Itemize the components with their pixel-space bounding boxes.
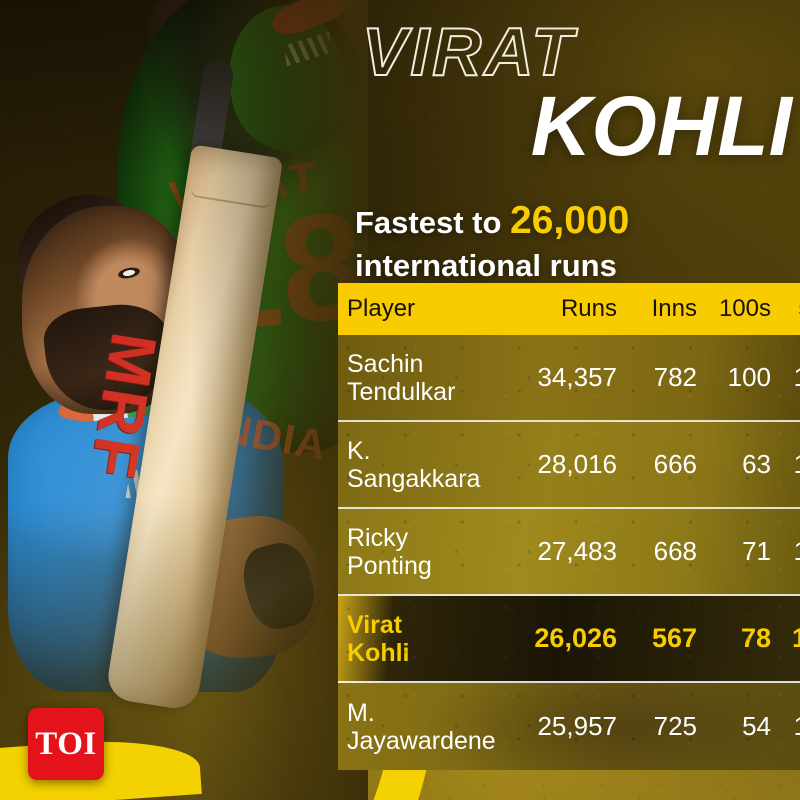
player-name-line2: Jayawardene: [347, 726, 496, 755]
cell-inns: 668: [653, 536, 697, 566]
cell-hundreds: 100: [727, 362, 771, 392]
cell-inns: 782: [653, 362, 697, 392]
player-name-line1: M.: [347, 698, 375, 727]
player-name-line1: Virat: [347, 610, 403, 639]
headline-last-name: KOHLI: [530, 79, 792, 174]
subtitle-suffix: international runs: [355, 247, 617, 283]
table-row: K. Sangakkara 28,016 666 63 153: [338, 422, 800, 509]
column-header-50s: 50s: [771, 295, 800, 323]
column-header-100s: 100s: [718, 295, 771, 322]
cell-hundreds: 54: [742, 711, 771, 741]
cell-runs: 26,026: [534, 623, 617, 653]
cell-runs: 25,957: [537, 711, 617, 741]
cell-player: Virat Kohli: [347, 611, 509, 667]
cell-hundreds: 71: [742, 536, 771, 566]
cell-player: Ricky Ponting: [347, 524, 509, 580]
player-name-line2: Tendulkar: [347, 377, 456, 406]
player-name-line2: Kohli: [347, 638, 410, 667]
table-row: M. Jayawardene 25,957 725 54 136: [338, 683, 800, 770]
stats-table: Player Runs Inns 100s 50s Sachin Tendulk…: [338, 283, 800, 770]
cell-player: Sachin Tendulkar: [347, 350, 509, 406]
cell-inns: 725: [653, 711, 697, 741]
cell-hundreds: 78: [740, 623, 771, 653]
cell-fifties: 136: [771, 711, 800, 742]
cell-fifties: 146: [771, 536, 800, 567]
player-name-line2: Ponting: [347, 551, 432, 580]
toi-logo[interactable]: TOI: [28, 708, 104, 780]
player-name-line2: Sangakkara: [347, 464, 481, 493]
player-name-line1: K.: [347, 436, 371, 465]
table-row: Ricky Ponting 27,483 668 71 146: [338, 509, 800, 596]
cell-inns: 567: [651, 623, 697, 653]
headline-block: VIRAT KOHLI: [361, 14, 792, 174]
table-row-highlighted: Virat Kohli 26,026 567 78 134: [338, 596, 800, 683]
column-header-runs: Runs: [560, 295, 617, 322]
player-name-line1: Sachin: [347, 349, 424, 378]
table-header-row: Player Runs Inns 100s 50s: [338, 283, 800, 335]
column-header-player: Player: [347, 295, 416, 322]
cell-runs: 27,483: [537, 536, 617, 566]
toi-logo-text: TOI: [35, 725, 97, 762]
cell-runs: 28,016: [537, 449, 617, 479]
subtitle: Fastest to 26,000 international runs: [355, 196, 795, 286]
cell-fifties: 164: [771, 362, 800, 393]
cell-player: M. Jayawardene: [347, 699, 509, 755]
subtitle-highlight: 26,000: [510, 199, 630, 242]
cell-fifties: 134: [791, 623, 800, 653]
cell-hundreds: 63: [742, 449, 771, 479]
photo-edge-fade: [0, 0, 368, 800]
column-header-inns: Inns: [651, 295, 697, 322]
player-photo: VIRAT 18 INDIA MRF: [0, 0, 368, 800]
player-name-line1: Ricky: [347, 523, 409, 552]
subtitle-prefix: Fastest to: [355, 205, 511, 240]
cell-inns: 666: [653, 449, 697, 479]
cell-fifties: 153: [771, 449, 800, 480]
cell-player: K. Sangakkara: [347, 437, 509, 493]
table-row: Sachin Tendulkar 34,357 782 100 164: [338, 335, 800, 422]
headline-first-name: VIRAT: [361, 14, 576, 90]
cell-runs: 34,357: [537, 362, 617, 392]
